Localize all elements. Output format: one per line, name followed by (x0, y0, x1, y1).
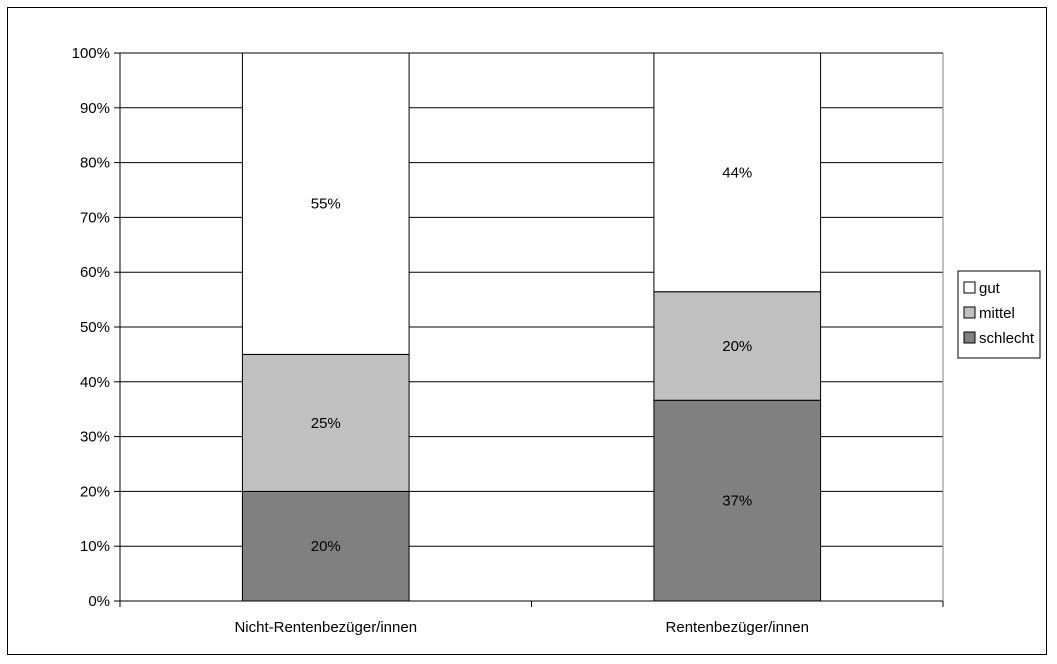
y-tick-label: 30% (80, 429, 110, 446)
y-tick-label: 50% (80, 319, 110, 336)
y-tick-label: 20% (80, 483, 110, 500)
stacked-bar-chart: 0% 10% 20% 30% 40% 50% 60% 70% 80% 90% 100% 20% 25% 5… (8, 8, 1048, 656)
y-tick-label: 0% (88, 593, 110, 610)
legend-swatch-schlecht (964, 332, 975, 343)
legend-swatch-gut (964, 282, 975, 293)
legend-label: mittel (979, 305, 1015, 322)
legend-label: gut (979, 280, 1001, 297)
data-label: 44% (722, 164, 752, 181)
x-tick-label: Rentenbezüger/innen (666, 619, 809, 636)
data-label: 55% (311, 196, 341, 213)
y-tick-label: 80% (80, 155, 110, 172)
data-label: 37% (722, 493, 752, 510)
y-tick-label: 70% (80, 209, 110, 226)
data-label: 20% (311, 538, 341, 555)
data-label: 25% (311, 415, 341, 432)
legend-label: schlecht (979, 330, 1035, 347)
data-label: 20% (722, 338, 752, 355)
chart-frame: 0% 10% 20% 30% 40% 50% 60% 70% 80% 90% 100% 20% 25% 5… (7, 7, 1047, 655)
y-tick-label: 10% (80, 538, 110, 555)
x-tick-label: Nicht-Rentenbezüger/innen (234, 619, 417, 636)
y-tick-label: 90% (80, 100, 110, 117)
y-tick-label: 100% (72, 45, 110, 62)
y-tick-label: 60% (80, 264, 110, 281)
y-tick-label: 40% (80, 374, 110, 391)
legend-swatch-mittel (964, 307, 975, 318)
